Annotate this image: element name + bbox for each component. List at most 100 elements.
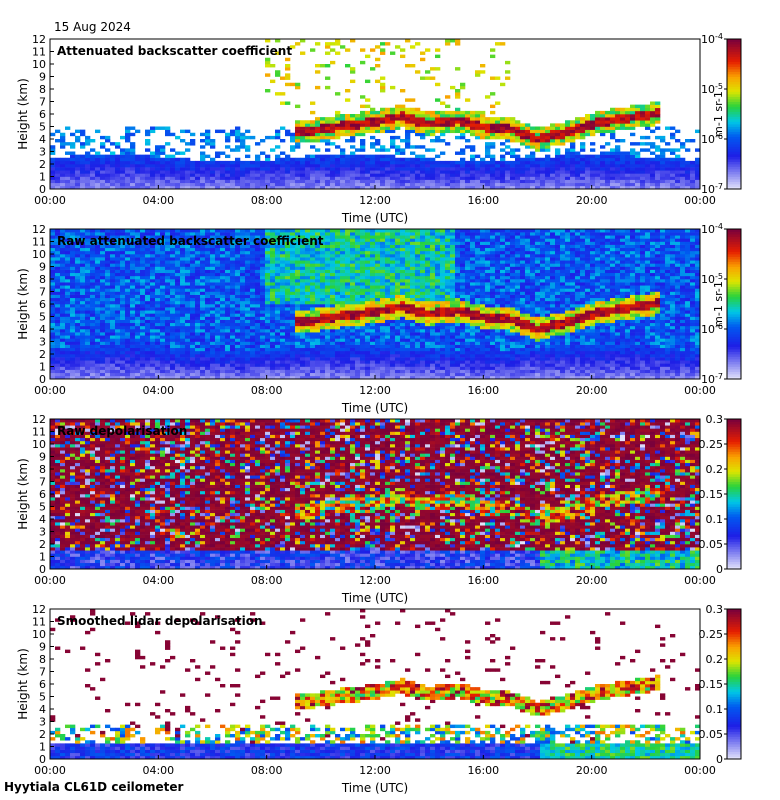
x-tick-label: 00:00 [684,764,716,777]
colorbar-tick-label: 0.05 [699,728,724,741]
y-axis-label: Height (km) [16,458,30,529]
y-tick-label: 9 [39,641,46,654]
x-tick-label: 16:00 [467,764,499,777]
x-axis-label: Time (UTC) [341,781,408,795]
colorbar-tick-label: 0.3 [706,413,724,426]
x-tick-label: 00:00 [34,764,66,777]
colorbar-tick-label: 0.25 [699,628,724,641]
y-tick-label: 5 [39,311,46,324]
y-axis-label: Height (km) [16,268,30,339]
colorbar-unit: m-1 sr-1 [712,91,725,137]
x-tick-label: 04:00 [142,384,174,397]
y-tick-label: 6 [39,108,46,121]
x-axis-label: Time (UTC) [341,401,408,415]
y-tick-label: 6 [39,678,46,691]
y-tick-label: 3 [39,336,46,349]
x-tick-label: 16:00 [467,384,499,397]
x-tick-label: 00:00 [34,574,66,587]
colorbar-tick-label: 10-4 [701,32,723,47]
y-tick-label: 4 [39,513,46,526]
y-tick-label: 3 [39,526,46,539]
x-tick-label: 08:00 [251,574,283,587]
colorbar: 0 0.05 0.1 0.15 0.2 0.25 0.3 [699,413,742,576]
y-tick-label: 9 [39,71,46,84]
y-tick-label: 1 [39,361,46,374]
x-tick-label: 00:00 [34,384,66,397]
site-label: Hyytiala CL61D ceilometer [4,780,183,794]
y-tick-label: 9 [39,261,46,274]
y-tick-label: 2 [39,538,46,551]
y-tick-label: 8 [39,83,46,96]
y-tick-label: 0 [39,373,46,386]
y-axis-label: Height (km) [16,78,30,149]
x-tick-label: 00:00 [684,574,716,587]
y-tick-label: 2 [39,728,46,741]
x-axis-label: Time (UTC) [341,591,408,605]
y-tick-label: 1 [39,741,46,754]
y-tick-label: 10 [32,58,46,71]
y-tick-label: 0 [39,753,46,766]
y-tick-label: 2 [39,348,46,361]
panel-title: Raw attenuated backscatter coefficient [57,234,324,248]
y-tick-label: 10 [32,248,46,261]
panel-title: Smoothed lidar depolarisation [57,614,263,628]
x-tick-label: 08:00 [251,384,283,397]
y-tick-label: 6 [39,298,46,311]
colorbar-tick-label: 10-7 [701,182,723,197]
y-tick-label: 12 [32,223,46,236]
y-tick-label: 4 [39,323,46,336]
x-axis-label: Time (UTC) [341,211,408,225]
y-tick-label: 5 [39,121,46,134]
colorbar-tick-label: 10-4 [701,222,723,237]
colorbar-tick-label: 0.1 [706,703,724,716]
colorbar-tick-label: 0.1 [706,513,724,526]
y-tick-label: 11 [32,46,46,59]
colorbar-tick-label: 0 [716,753,723,766]
y-tick-label: 2 [39,158,46,171]
y-tick-label: 7 [39,286,46,299]
panel-title: Attenuated backscatter coefficient [57,44,292,58]
x-tick-label: 20:00 [576,194,608,207]
y-tick-label: 11 [32,426,46,439]
y-tick-label: 4 [39,703,46,716]
y-tick-label: 9 [39,451,46,464]
y-tick-label: 10 [32,628,46,641]
y-tick-label: 3 [39,716,46,729]
chart-date: 15 Aug 2024 [54,20,131,34]
colorbar-tick-label: 0.2 [706,463,724,476]
y-tick-label: 8 [39,273,46,286]
y-tick-label: 7 [39,666,46,679]
x-tick-label: 16:00 [467,194,499,207]
x-tick-label: 04:00 [142,194,174,207]
x-tick-label: 00:00 [684,194,716,207]
colorbar-tick-label: 0.3 [706,603,724,616]
y-tick-label: 1 [39,551,46,564]
colorbar-unit: m-1 sr-1 [712,281,725,327]
x-tick-label: 08:00 [251,764,283,777]
y-tick-label: 0 [39,183,46,196]
y-tick-label: 1 [39,171,46,184]
y-tick-label: 12 [32,603,46,616]
panel-title: Raw depolarisation [57,424,187,438]
y-tick-label: 4 [39,133,46,146]
y-tick-label: 6 [39,488,46,501]
colorbar-tick-label: 10-7 [701,372,723,387]
y-tick-label: 11 [32,616,46,629]
x-tick-label: 04:00 [142,764,174,777]
x-tick-label: 20:00 [576,574,608,587]
y-tick-label: 8 [39,653,46,666]
x-tick-label: 20:00 [576,384,608,397]
y-tick-label: 8 [39,463,46,476]
y-tick-label: 0 [39,563,46,576]
colorbar-tick-label: 0.2 [706,653,724,666]
y-tick-label: 11 [32,236,46,249]
colorbar-tick-label: 0.05 [699,538,724,551]
y-tick-label: 7 [39,96,46,109]
y-axis-label: Height (km) [16,648,30,719]
colorbar-tick-label: 0.25 [699,438,724,451]
x-tick-label: 20:00 [576,764,608,777]
x-tick-label: 04:00 [142,574,174,587]
